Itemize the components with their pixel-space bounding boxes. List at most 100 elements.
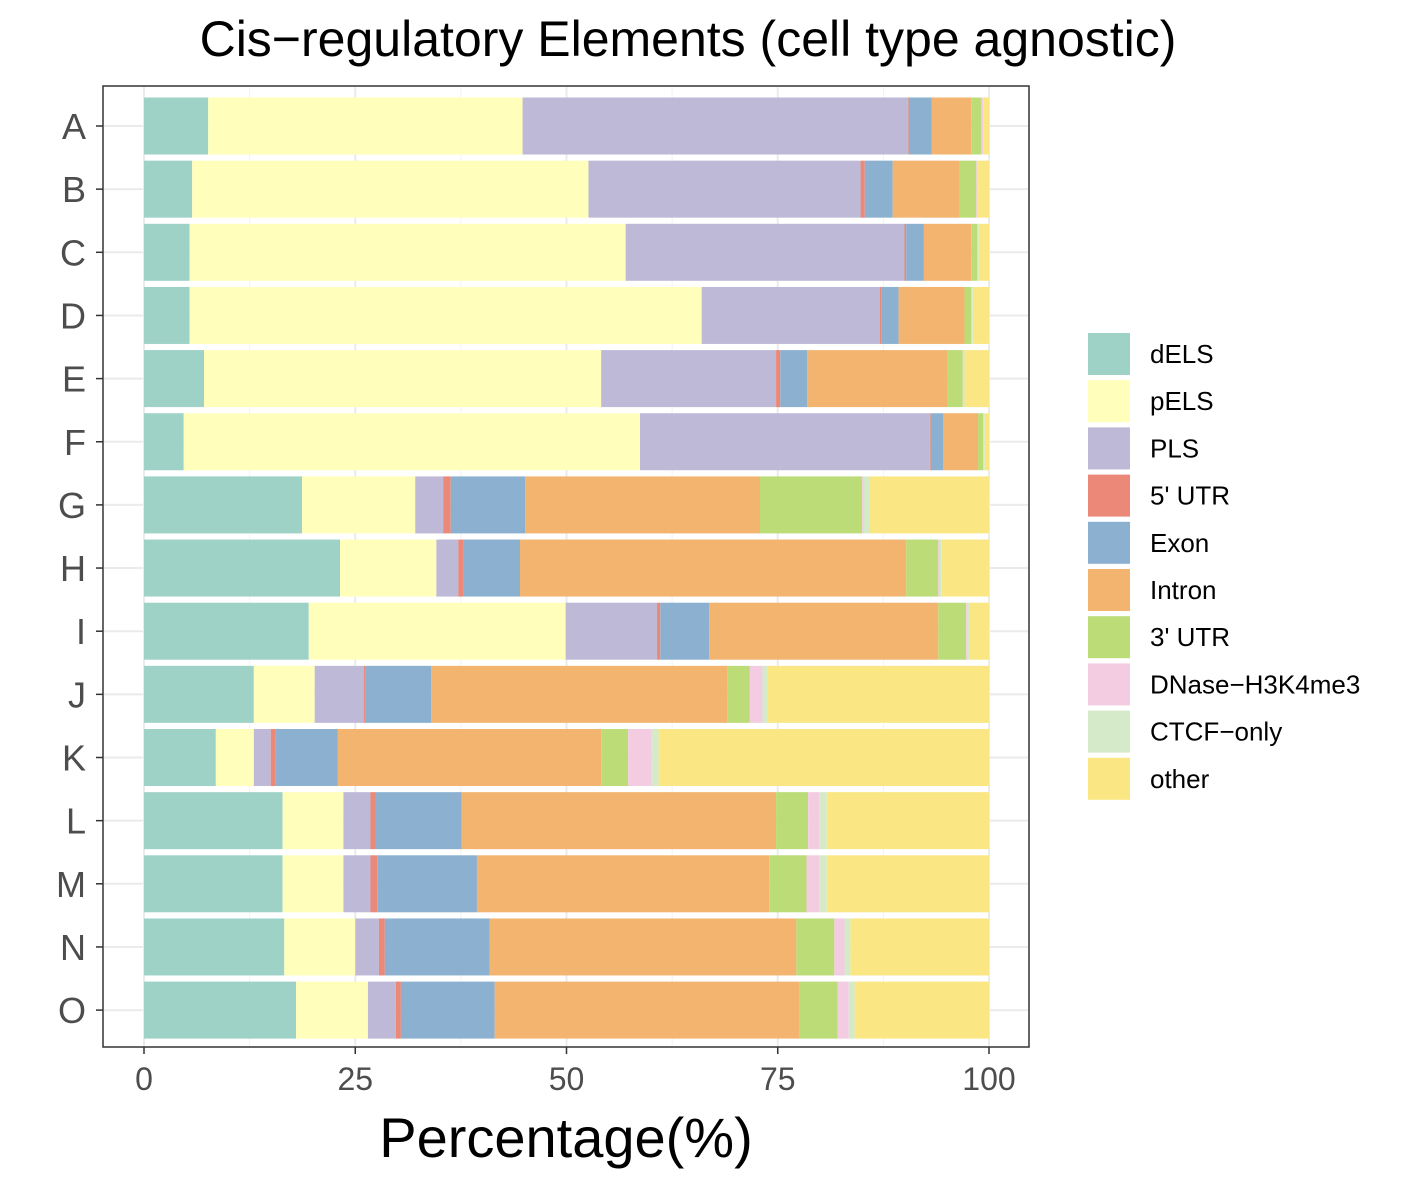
bar-segment-C-DNase-H3K4me3 — [977, 223, 979, 281]
bar-segment-A-3-UTR — [971, 97, 982, 155]
bar-segment-K-PLS — [253, 729, 271, 786]
bar-segment-H-DNase-H3K4me3 — [938, 539, 940, 597]
bar-segment-J-Intron — [431, 665, 728, 723]
bar-segment-K-dELS — [144, 729, 216, 786]
legend-label: DNase−H3K4me3 — [1150, 669, 1360, 699]
bar-segment-O-3-UTR — [799, 981, 838, 1039]
y-tick-label: B — [62, 169, 86, 210]
bar-segment-K-Intron — [337, 729, 602, 786]
bar-segment-H-other — [941, 539, 989, 597]
bar-segment-L-5-UTR — [370, 792, 376, 850]
bar-segment-O-Intron — [494, 981, 800, 1039]
bar-segment-J-PLS — [314, 665, 364, 723]
bar-segment-F-Exon — [930, 413, 944, 471]
bar-segment-M-PLS — [343, 855, 371, 913]
bar-segment-I-DNase-H3K4me3 — [966, 602, 968, 660]
bar-segment-C-other — [978, 223, 989, 281]
bar-segment-C-pELS — [189, 223, 626, 281]
bar-segment-L-3-UTR — [776, 792, 809, 850]
bar-segment-C-dELS — [144, 223, 190, 281]
bar-segment-D-Exon — [881, 286, 899, 344]
bar-segment-N-CTCF-only — [844, 918, 851, 976]
bar-segment-J-dELS — [144, 665, 254, 723]
bar-segment-C-5-UTR — [904, 223, 907, 281]
bar-segment-F-5-UTR — [929, 413, 931, 471]
bar-segment-B-CTCF-only — [977, 160, 979, 218]
bar-segment-B-Intron — [892, 160, 960, 218]
bar-segment-C-3-UTR — [971, 223, 978, 281]
bar-segment-A-pELS — [208, 97, 523, 155]
bar-segment-L-CTCF-only — [819, 792, 827, 850]
x-tick-label: 0 — [135, 1061, 153, 1097]
bar-segment-E-3-UTR — [947, 350, 963, 408]
legend-key — [1088, 616, 1130, 659]
legend-key — [1088, 333, 1130, 375]
bar-segment-F-other — [984, 413, 989, 471]
y-tick-label: E — [62, 359, 86, 400]
legend-key — [1088, 663, 1130, 706]
legend-label: 3' UTR — [1150, 622, 1230, 652]
bar-segment-O-DNase-H3K4me3 — [837, 981, 849, 1039]
bar-segment-L-Intron — [461, 792, 777, 850]
bar-segment-H-CTCF-only — [939, 539, 942, 597]
bar-segment-K-DNase-H3K4me3 — [628, 729, 652, 786]
bar-segment-I-other — [969, 602, 989, 660]
bar-segment-I-5-UTR — [656, 602, 661, 660]
bar-segment-B-3-UTR — [959, 160, 977, 218]
bar-segment-G-CTCF-only — [863, 476, 870, 534]
bar-segment-K-Exon — [275, 729, 338, 786]
y-tick-label: O — [58, 990, 86, 1031]
x-axis-title: Percentage(%) — [379, 1106, 753, 1169]
bar-segment-I-pELS — [308, 602, 566, 660]
bar-segment-I-3-UTR — [938, 602, 967, 660]
bar-segment-O-other — [854, 981, 989, 1039]
legend-key — [1088, 521, 1130, 564]
bar-segment-M-5-UTR — [370, 855, 378, 913]
y-tick-label: N — [60, 927, 86, 968]
bar-segment-N-3-UTR — [796, 918, 835, 976]
bar-segment-N-other — [850, 918, 989, 976]
bar-segment-J-3-UTR — [727, 665, 750, 723]
legend-key — [1088, 380, 1130, 423]
x-tick-label: 75 — [760, 1061, 796, 1097]
bar-segment-O-pELS — [296, 981, 368, 1039]
bar-segment-I-Exon — [660, 602, 710, 660]
bar-segment-H-Intron — [520, 539, 907, 597]
bar-segment-K-pELS — [215, 729, 254, 786]
bar-segment-B-other — [978, 160, 989, 218]
bar-segment-A-DNase-H3K4me3 — [981, 97, 984, 155]
bar-segment-B-pELS — [192, 160, 589, 218]
bar-segment-J-CTCF-only — [762, 665, 768, 723]
bar-segment-H-dELS — [144, 539, 341, 597]
bar-segment-J-pELS — [253, 665, 315, 723]
bar-segment-G-PLS — [415, 476, 444, 534]
bar-segment-G-DNase-H3K4me3 — [862, 476, 864, 534]
bar-segment-C-CTCF-only — [978, 223, 979, 281]
x-tick-label: 100 — [962, 1061, 1015, 1097]
bar-segment-E-pELS — [203, 350, 602, 408]
bar-segment-L-DNase-H3K4me3 — [808, 792, 820, 850]
bar-segment-M-dELS — [144, 855, 283, 913]
bar-segment-D-dELS — [144, 286, 190, 344]
bar-segment-E-DNase-H3K4me3 — [962, 350, 964, 408]
bar-segment-M-Intron — [476, 855, 770, 913]
y-tick-label: J — [68, 674, 86, 715]
bar-segment-N-dELS — [144, 918, 285, 976]
bar-segment-A-CTCF-only — [983, 97, 984, 155]
legend-label: Exon — [1150, 528, 1209, 558]
bar-segment-O-dELS — [144, 981, 297, 1039]
bar-segment-E-other — [964, 350, 989, 408]
y-tick-label: M — [56, 864, 86, 905]
legend-label: 5' UTR — [1150, 481, 1230, 511]
bar-segment-O-PLS — [367, 981, 396, 1039]
legend-key — [1088, 427, 1130, 470]
bar-segment-E-5-UTR — [776, 350, 781, 408]
bar-segment-G-other — [869, 476, 989, 534]
bar-segment-M-DNase-H3K4me3 — [806, 855, 820, 913]
bar-segment-F-3-UTR — [978, 413, 984, 471]
bar-segment-B-DNase-H3K4me3 — [976, 160, 978, 218]
bar-segment-J-DNase-H3K4me3 — [749, 665, 763, 723]
bar-segment-F-CTCF-only — [983, 413, 985, 471]
legend-label: other — [1150, 764, 1210, 794]
